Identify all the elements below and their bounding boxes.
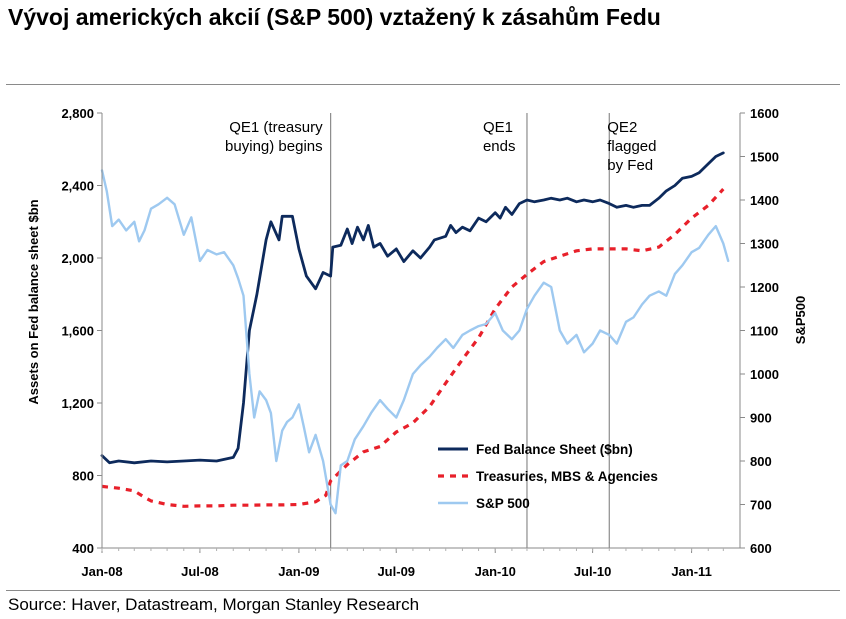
y2-tick-label: 1300 bbox=[750, 237, 779, 252]
page-title: Vývoj amerických akcií (S&P 500) vztažen… bbox=[8, 4, 661, 30]
y2-tick-label: 900 bbox=[750, 411, 772, 426]
y-tick-label: 2,400 bbox=[61, 179, 94, 194]
axes: 400 800 1,200 1,600 2,000 2,400 2,800 600 700 800… bbox=[61, 106, 778, 579]
y2-tick-label: 600 bbox=[750, 541, 772, 556]
y2-axis-label: S&P500 bbox=[793, 296, 808, 344]
legend-label: Treasuries, MBS & Agencies bbox=[476, 469, 658, 484]
frame-bottom-rule bbox=[6, 590, 840, 591]
x-tick-label: Jan-09 bbox=[278, 564, 319, 579]
y-tick-label: 400 bbox=[72, 541, 94, 556]
y2-tick-label: 1600 bbox=[750, 106, 779, 121]
x-tick-label: Jul-08 bbox=[181, 564, 219, 579]
y2-tick-label: 800 bbox=[750, 454, 772, 469]
legend-label: S&P 500 bbox=[476, 496, 530, 511]
x-tick-label: Jan-10 bbox=[475, 564, 516, 579]
series-line-sp500 bbox=[100, 169, 730, 515]
y-tick-label: 1,200 bbox=[61, 396, 94, 411]
y-tick-label: 2,800 bbox=[61, 106, 94, 121]
legend-label: Fed Balance Sheet ($bn) bbox=[476, 442, 633, 457]
y2-tick-label: 1500 bbox=[750, 150, 779, 165]
event-label: flagged bbox=[607, 138, 656, 155]
series-line-fed-balance-sheet bbox=[100, 151, 725, 465]
y2-tick-label: 1400 bbox=[750, 193, 779, 208]
event-label: ends bbox=[483, 138, 516, 155]
event-label: QE1 (treasury bbox=[229, 119, 323, 136]
x-tick-label: Jan-11 bbox=[671, 564, 711, 579]
event-label: QE1 bbox=[483, 119, 513, 136]
y2-tick-label: 1000 bbox=[750, 367, 779, 382]
frame-top-rule bbox=[6, 84, 840, 85]
y2-tick-label: 1200 bbox=[750, 280, 779, 295]
event-label: by Fed bbox=[607, 157, 653, 174]
x-tick-label: Jan-08 bbox=[81, 564, 122, 579]
y2-tick-label: 700 bbox=[750, 498, 772, 513]
x-tick-label: Jul-10 bbox=[574, 564, 612, 579]
y-axis-label: Assets on Fed balance sheet $bn bbox=[26, 199, 41, 404]
legend: Fed Balance Sheet ($bn) Treasuries, MBS &… bbox=[438, 442, 658, 511]
y2-tick-label: 1100 bbox=[750, 324, 778, 339]
x-tick-label: Jul-09 bbox=[377, 564, 415, 579]
event-lines: QE1 (treasury buying) begins QE1 ends QE2 fla… bbox=[225, 113, 656, 548]
series-line-treasuries bbox=[101, 188, 725, 508]
y-tick-label: 800 bbox=[72, 469, 94, 484]
y-tick-label: 2,000 bbox=[61, 251, 94, 266]
event-label: QE2 bbox=[607, 119, 637, 136]
source-note: Source: Haver, Datastream, Morgan Stanle… bbox=[8, 595, 420, 614]
event-label: buying) begins bbox=[225, 138, 323, 155]
y-tick-label: 1,600 bbox=[61, 324, 94, 339]
series-layer bbox=[100, 151, 730, 515]
